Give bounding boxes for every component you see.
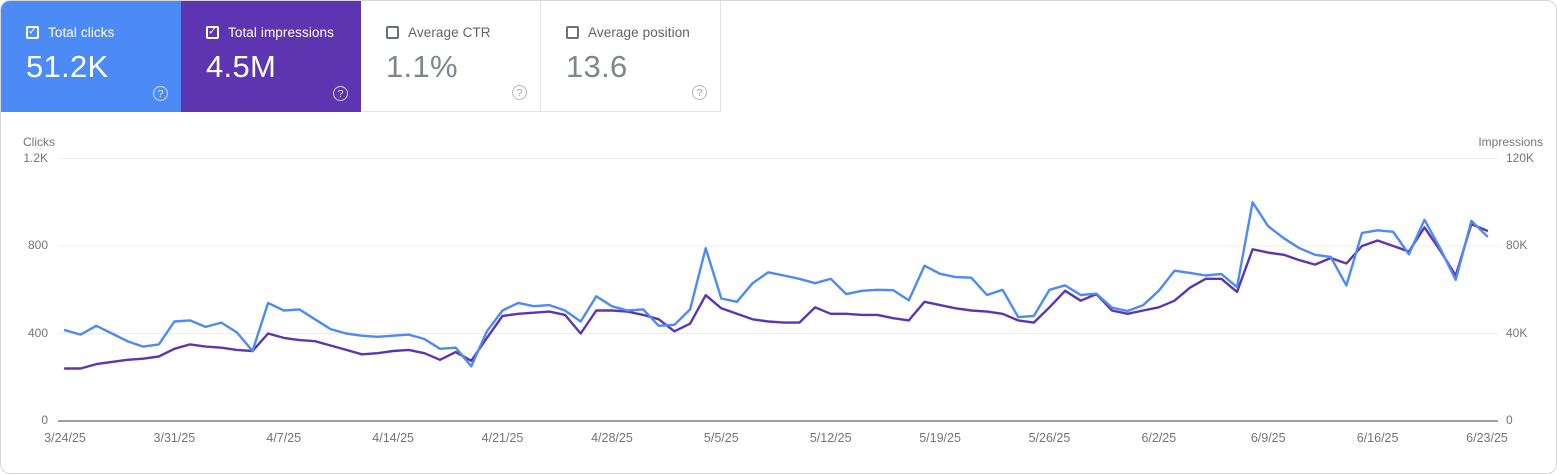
- x-axis-tick: 6/16/25: [1356, 431, 1399, 445]
- checkmark-icon: ✓: [27, 25, 38, 38]
- average-position-value: 13.6: [566, 49, 628, 84]
- left-axis-tick: 0: [41, 413, 48, 427]
- right-axis-title: Impressions: [1478, 135, 1543, 149]
- total-impressions-checkbox[interactable]: ✓: [206, 26, 219, 39]
- impressions-line: [63, 222, 1489, 370]
- card-label: Average position: [588, 25, 690, 40]
- left-axis-tick: 1.2K: [23, 150, 48, 165]
- card-label: Total impressions: [228, 25, 334, 40]
- card-label: Total clicks: [48, 25, 115, 40]
- metric-cards: ✓ Total clicks 51.2K ? ✓ Total impressio…: [1, 1, 722, 112]
- x-axis-tick: 6/2/25: [1141, 431, 1177, 445]
- average-ctr-card[interactable]: Average CTR 1.1% ?: [361, 1, 541, 112]
- x-axis-tick: 6/23/25: [1466, 431, 1508, 445]
- left-axis-title: Clicks: [23, 135, 55, 149]
- x-axis-tick: 4/7/25: [266, 431, 302, 445]
- card-header: Average position: [566, 25, 720, 40]
- clicks-line: [63, 201, 1489, 368]
- card-header: Average CTR: [386, 25, 540, 40]
- x-axis-tick: 4/14/25: [372, 431, 414, 445]
- average-position-card[interactable]: Average position 13.6 ?: [541, 1, 721, 112]
- left-axis-tick: 800: [27, 238, 48, 252]
- x-axis-tick: 4/21/25: [481, 431, 524, 445]
- total-clicks-checkbox[interactable]: ✓: [26, 26, 39, 39]
- total-impressions-value: 4.5M: [206, 49, 277, 84]
- right-axis-tick: 120K: [1506, 150, 1535, 165]
- card-label: Average CTR: [408, 25, 491, 40]
- help-icon[interactable]: ?: [153, 86, 168, 101]
- average-ctr-value: 1.1%: [386, 49, 458, 84]
- x-axis-tick: 3/31/25: [153, 431, 196, 445]
- average-position-checkbox[interactable]: [566, 26, 579, 39]
- x-axis-tick: 6/9/25: [1250, 431, 1286, 445]
- x-axis-tick: 4/28/25: [591, 431, 633, 445]
- total-impressions-card[interactable]: ✓ Total impressions 4.5M ?: [181, 1, 361, 112]
- right-axis-tick: 40K: [1506, 325, 1528, 340]
- checkmark-icon: ✓: [207, 25, 218, 38]
- total-clicks-value: 51.2K: [26, 49, 109, 84]
- right-axis-tick: 80K: [1506, 238, 1528, 252]
- right-axis-tick: 0: [1506, 413, 1513, 427]
- left-axis-tick: 400: [27, 325, 48, 340]
- x-axis-tick: 5/12/25: [809, 431, 852, 445]
- card-header: ✓ Total impressions: [206, 25, 361, 40]
- x-axis-tick: 3/24/25: [44, 431, 86, 445]
- x-axis-tick: 5/26/25: [1028, 431, 1071, 445]
- card-header: ✓ Total clicks: [26, 25, 181, 40]
- help-icon[interactable]: ?: [333, 86, 348, 101]
- total-clicks-card[interactable]: ✓ Total clicks 51.2K ?: [1, 1, 181, 112]
- x-axis-tick: 5/19/25: [919, 431, 961, 445]
- help-icon[interactable]: ?: [692, 85, 707, 100]
- help-icon[interactable]: ?: [512, 85, 527, 100]
- x-axis-tick: 5/5/25: [703, 431, 739, 445]
- average-ctr-checkbox[interactable]: [386, 26, 399, 39]
